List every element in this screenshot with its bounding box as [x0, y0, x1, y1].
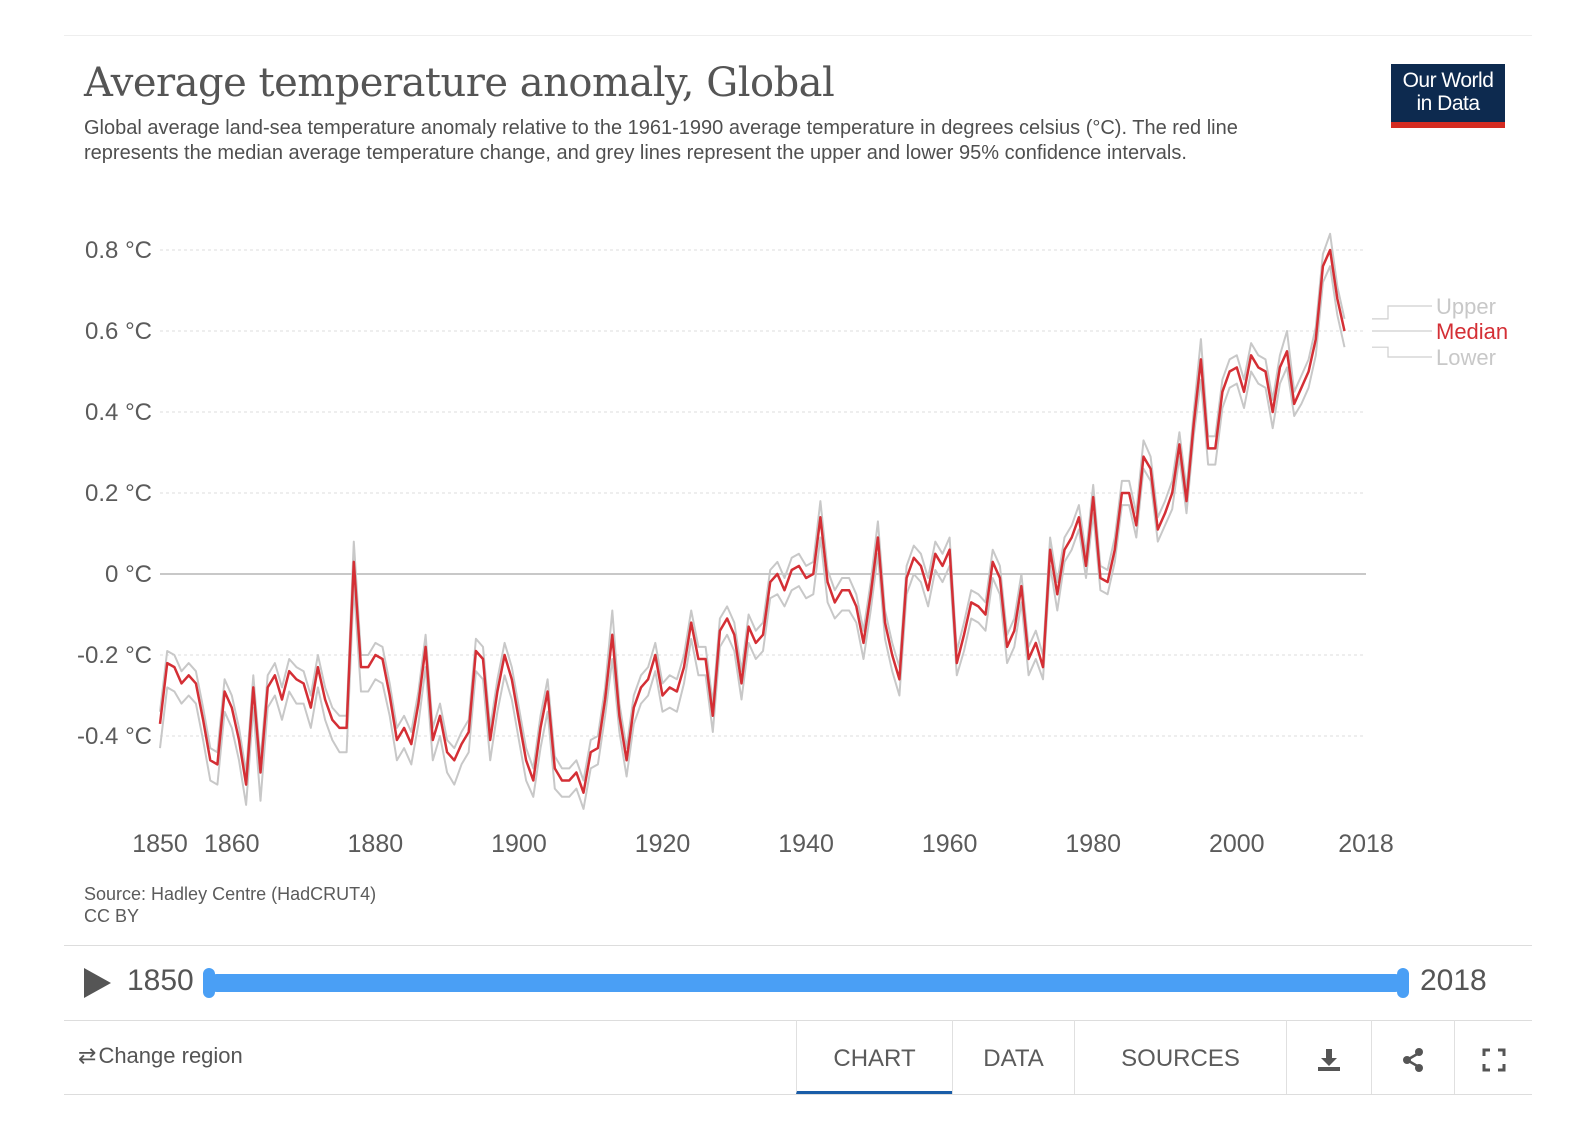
timeline-end-handle[interactable] [1397, 968, 1409, 998]
y-tick-label: -0.4 °C [77, 723, 152, 750]
logo-accent-bar [1391, 122, 1505, 128]
fullscreen-icon [1482, 1048, 1505, 1072]
owid-logo[interactable]: Our World in Data [1391, 64, 1505, 128]
x-tick-label: 1980 [1065, 830, 1121, 858]
x-tick-label: 1920 [635, 830, 691, 858]
tab-chart[interactable]: CHART [796, 1020, 952, 1094]
change-region-button[interactable]: ⇄Change region [78, 1043, 243, 1069]
legend-label-lower: Lower [1436, 345, 1496, 370]
y-tick-label: 0.2 °C [85, 480, 152, 507]
series-lines [158, 232, 1346, 810]
fullscreen-button[interactable] [1454, 1020, 1532, 1094]
tab-data[interactable]: DATA [952, 1020, 1074, 1094]
logo-line-2: in Data [1416, 92, 1480, 115]
share-button[interactable] [1371, 1020, 1454, 1094]
chart-subtitle: Global average land-sea temperature anom… [84, 117, 1238, 164]
y-tick-label: -0.2 °C [77, 642, 152, 669]
download-button[interactable] [1286, 1020, 1371, 1094]
chart-title: Average temperature anomaly, Global [84, 60, 835, 106]
tab-data-label: DATA [983, 1045, 1044, 1072]
play-icon[interactable] [84, 968, 111, 998]
change-region-label: Change region [98, 1043, 243, 1068]
x-tick-label: 2000 [1209, 830, 1265, 858]
x-tick-label: 1850 [132, 830, 188, 858]
top-border [64, 35, 1532, 36]
timeline-slider-track[interactable] [208, 974, 1404, 992]
divider [64, 945, 1532, 946]
timeline-end-year: 2018 [1420, 964, 1487, 997]
x-tick-label: 1860 [204, 830, 260, 858]
legend-connector [1372, 346, 1432, 358]
legend-label-median: Median [1436, 319, 1508, 344]
divider [64, 1020, 1532, 1021]
download-icon [1318, 1048, 1340, 1071]
legend-connector [1372, 305, 1432, 320]
legend-label-upper: Upper [1436, 294, 1496, 319]
series-line-lower [159, 265, 1346, 810]
x-tick-label: 2018 [1338, 830, 1394, 858]
grid [160, 249, 1366, 737]
tab-sources-label: SOURCES [1121, 1045, 1240, 1072]
swap-arrows-icon: ⇄ [78, 1043, 97, 1068]
share-icon [1403, 1047, 1423, 1072]
source-text[interactable]: Source: Hadley Centre (HadCRUT4) [84, 884, 377, 904]
x-tick-label: 1940 [778, 830, 834, 858]
y-tick-label: 0.4 °C [85, 399, 152, 426]
x-tick-label: 1880 [348, 830, 404, 858]
x-axis-ticks: 1850 1860 1880 1900 1920 1940 1960 1980 2000 2018 [132, 830, 1394, 858]
tab-sources[interactable]: SOURCES [1074, 1020, 1286, 1094]
y-tick-label: 0 °C [105, 561, 152, 588]
y-tick-label: 0.6 °C [85, 318, 152, 345]
y-axis-ticks: -0.4 °C -0.2 °C 0 °C 0.2 °C 0.4 °C 0.6 °C 0.8 … [77, 237, 152, 750]
logo-line-1: Our World [1402, 69, 1494, 92]
bottom-border [64, 1094, 1532, 1095]
series-line-median [158, 248, 1346, 794]
license-text[interactable]: CC BY [84, 906, 140, 926]
timeline-start-handle[interactable] [203, 968, 215, 998]
source-note: Source: Hadley Centre (HadCRUT4) CC BY [84, 883, 376, 927]
timeline-start-year: 1850 [127, 964, 194, 997]
y-tick-label: 0.8 °C [85, 237, 152, 264]
tab-chart-label: CHART [833, 1045, 916, 1072]
x-tick-label: 1960 [922, 830, 978, 858]
x-tick-label: 1900 [491, 830, 547, 858]
